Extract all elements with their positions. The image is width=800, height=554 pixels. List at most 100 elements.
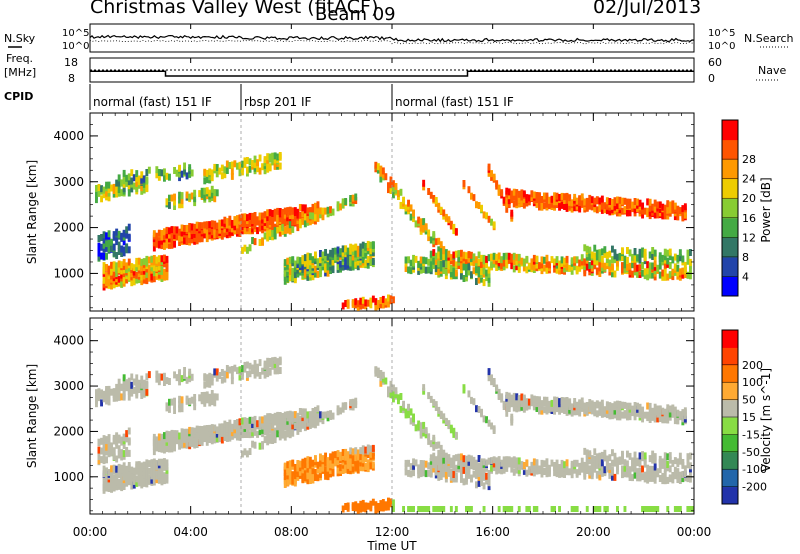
- power-cell: [105, 252, 108, 260]
- velocity-cell: [467, 390, 471, 398]
- velocity-cell: [618, 405, 622, 413]
- power-cell: [112, 249, 116, 257]
- power-cell: [246, 157, 249, 164]
- power-cell: [477, 202, 481, 209]
- velocity-cell: [626, 413, 629, 421]
- velocity-cell: [303, 457, 307, 465]
- velocity-cell: [590, 407, 594, 415]
- velocity-cell: [286, 425, 290, 433]
- velocity-cell: [120, 474, 124, 482]
- power-cell: [271, 210, 275, 217]
- velocity-cell: [517, 404, 521, 412]
- power-cell: [532, 191, 536, 199]
- velocity-cell: [286, 430, 290, 438]
- velocity-cell: [241, 365, 244, 373]
- velocity-cell: [107, 398, 111, 406]
- power-cell: [414, 220, 418, 228]
- power-cell: [626, 198, 629, 206]
- velocity-cell: [417, 471, 421, 479]
- power-cell: [480, 275, 483, 283]
- velocity-cell: [354, 454, 358, 462]
- velocity-cell: [626, 402, 629, 410]
- power-cell: [193, 223, 197, 231]
- power-cell: [538, 262, 541, 270]
- power-cell: [646, 198, 650, 206]
- velocity-cell: [236, 430, 239, 438]
- velocity-cell: [583, 402, 587, 410]
- power-cell: [444, 268, 448, 276]
- power-cell: [278, 229, 282, 237]
- power-cell: [595, 249, 599, 257]
- velocity-cell: [452, 462, 456, 470]
- power-cell: [444, 261, 448, 269]
- power-cell: [444, 213, 448, 221]
- velocity-colorbar-label: Velocity [m s^-1]: [759, 368, 773, 472]
- velocity-cell: [689, 475, 692, 483]
- velocity-cell: [379, 370, 383, 377]
- power-cell: [578, 195, 582, 203]
- velocity-cell: [266, 434, 270, 442]
- power-cell: [331, 247, 335, 255]
- power-cell: [316, 258, 320, 266]
- power-cell: [475, 261, 478, 269]
- velocity-cell: [613, 459, 617, 467]
- velocity-cell: [127, 468, 131, 476]
- power-cell: [575, 256, 579, 264]
- velocity-cell: [160, 458, 164, 466]
- velocity-cell: [147, 460, 151, 468]
- velocity-cell: [311, 459, 315, 467]
- colorbar-swatch: [722, 217, 738, 238]
- velocity-cell: [253, 426, 257, 433]
- power-cell: [100, 252, 103, 260]
- power-cell: [268, 153, 272, 161]
- power-cell: [137, 181, 141, 189]
- power-cell: [276, 226, 280, 234]
- power-cell: [646, 261, 650, 269]
- velocity-cell: [248, 420, 252, 428]
- velocity-cell: [122, 480, 126, 487]
- power-cell: [339, 203, 342, 211]
- power-cell: [540, 261, 544, 269]
- velocity-cell: [532, 395, 536, 403]
- velocity-cell: [643, 452, 647, 460]
- velocity-cell: [253, 365, 257, 373]
- velocity-cell: [477, 473, 481, 481]
- velocity-cell: [301, 408, 305, 416]
- velocity-cell: [334, 457, 337, 465]
- velocity-cell: [303, 469, 307, 477]
- velocity-cell: [223, 370, 227, 378]
- velocity-cell: [203, 373, 207, 381]
- power-cell: [188, 170, 192, 178]
- power-cell: [422, 218, 426, 226]
- velocity-cell: [600, 464, 604, 472]
- velocity-cell: [163, 432, 166, 440]
- power-cell: [598, 202, 602, 210]
- velocity-cell: [585, 402, 589, 409]
- velocity-cell: [125, 465, 129, 473]
- velocity-cell: [540, 459, 544, 467]
- power-cell: [600, 248, 604, 256]
- power-cell: [185, 224, 189, 232]
- velocity-cell: [276, 430, 280, 438]
- power-cell: [611, 270, 614, 278]
- power-cell: [125, 262, 129, 270]
- velocity-cell: [575, 401, 579, 409]
- velocity-cell: [593, 461, 597, 469]
- velocity-cell: [643, 475, 647, 483]
- velocity-cell: [236, 367, 239, 375]
- power-cell: [314, 214, 317, 222]
- velocity-cell: [97, 453, 101, 461]
- velocity-cell: [429, 395, 433, 403]
- velocity-cell: [550, 399, 554, 407]
- velocity-cell: [178, 432, 181, 440]
- power-cell: [266, 220, 270, 228]
- velocity-cell: [490, 378, 493, 386]
- power-cell: [510, 190, 514, 198]
- power-cell: [354, 243, 358, 251]
- power-cell: [157, 233, 161, 241]
- power-cell: [155, 272, 159, 280]
- power-cell: [256, 159, 259, 167]
- velocity-cell: [462, 384, 466, 392]
- velocity-cell: [585, 506, 589, 512]
- velocity-cell: [666, 453, 670, 461]
